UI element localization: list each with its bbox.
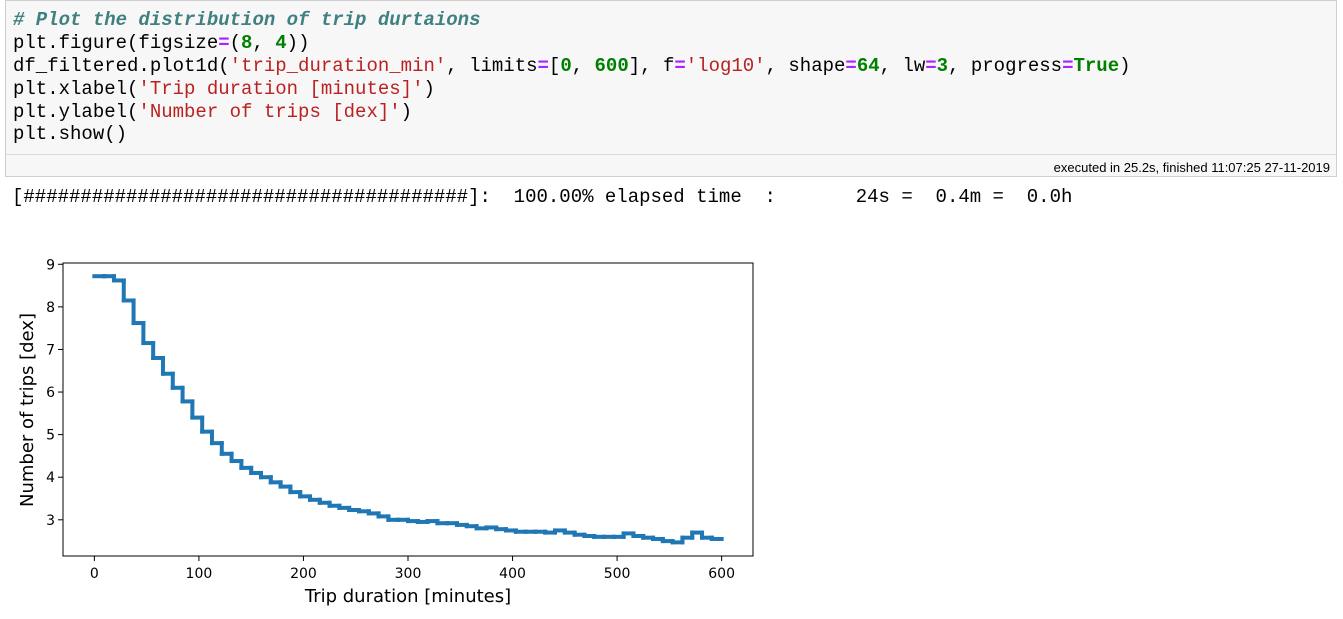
code-token: True	[1073, 55, 1120, 77]
cell-footer: executed in 25.2s, finished 11:07:25 27-…	[6, 154, 1336, 176]
code-token: 'trip_duration_min'	[229, 55, 447, 77]
y-tick-label: 4	[46, 470, 55, 486]
x-tick-label: 0	[90, 566, 99, 582]
code-token: 3	[936, 55, 949, 77]
code-token: =	[674, 55, 686, 77]
code-token: 'Trip duration [minutes]'	[138, 78, 424, 100]
code-line: plt.figure(figsize=(8, 4))	[13, 32, 310, 54]
code-token: =	[537, 55, 549, 77]
x-tick-label: 300	[395, 566, 422, 582]
progress-output: [#######################################…	[12, 186, 1073, 208]
x-tick-label: 100	[186, 566, 213, 582]
code-cell[interactable]: # Plot the distribution of trip durtaion…	[5, 0, 1337, 177]
code-token: 8	[241, 32, 253, 54]
code-token: =	[845, 55, 857, 77]
code-token: 600	[594, 55, 629, 77]
code-token: 0	[560, 55, 572, 77]
code-token: 'Number of trips [dex]'	[138, 101, 401, 123]
execution-info: executed in 25.2s, finished 11:07:25 27-…	[1053, 160, 1330, 175]
code-line: plt.ylabel('Number of trips [dex]')	[13, 101, 413, 123]
y-axis-label: Number of trips [dex]	[17, 313, 38, 507]
code-token: =	[1062, 55, 1074, 77]
x-axis-label: Trip duration [minutes]	[304, 586, 511, 607]
y-tick-label: 9	[46, 257, 55, 273]
code-line: # Plot the distribution of trip durtaion…	[13, 9, 480, 31]
code-line: df_filtered.plot1d('trip_duration_min', …	[13, 55, 1131, 77]
code-line: plt.show()	[13, 123, 128, 145]
y-tick-label: 5	[46, 428, 55, 444]
x-tick-label: 400	[499, 566, 526, 582]
y-tick-label: 6	[46, 385, 55, 401]
code-token: 4	[275, 32, 287, 54]
y-tick-label: 7	[46, 342, 55, 358]
x-tick-label: 500	[604, 566, 631, 582]
x-tick-label: 200	[290, 566, 317, 582]
code-token: =	[218, 32, 230, 54]
code-token: # Plot the distribution of trip durtaion…	[13, 9, 481, 31]
code-token: 'log10'	[685, 55, 766, 77]
x-tick-label: 600	[708, 566, 735, 582]
code-line: plt.xlabel('Trip duration [minutes]')	[13, 78, 435, 100]
code-token: =	[925, 55, 937, 77]
plot-frame	[62, 262, 754, 557]
y-tick-label: 8	[46, 300, 55, 316]
y-tick-label: 3	[46, 513, 55, 529]
code-token: 64	[856, 55, 880, 77]
